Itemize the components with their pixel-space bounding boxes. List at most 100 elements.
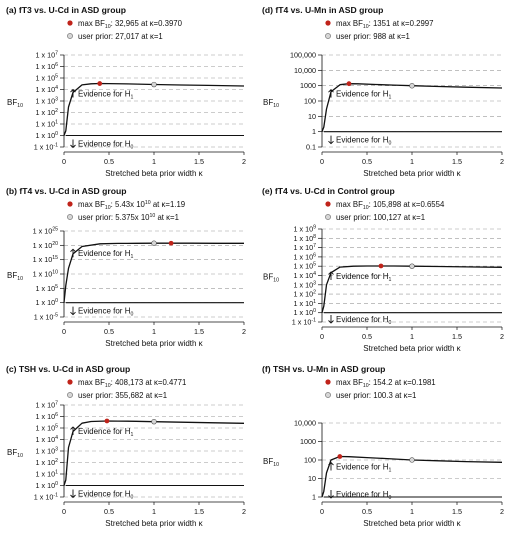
y-tick-label: 1 (312, 493, 316, 502)
x-tick-label: 2 (500, 507, 504, 516)
user-prior-point (151, 81, 157, 88)
x-tick-label: 2 (242, 157, 246, 166)
panel-c: (c) TSH vs. U-Cd in ASD group max BF10: 4… (6, 364, 246, 528)
legend-max-label: max BF10: 1351 at κ=0.2997 (336, 19, 433, 30)
panel-f: (f) TSH vs. U-Mn in ASD group max BF10: 1… (262, 364, 504, 528)
y-tick-label: 1 x 105 (294, 262, 317, 271)
user-prior-point (409, 263, 415, 269)
x-tick-label: 1 (410, 332, 414, 341)
legend-max-marker (67, 379, 73, 385)
y-tick-label: 1 x 104 (36, 85, 59, 94)
evidence-h0-label: Evidence for H0 (78, 490, 133, 501)
legend-user-label: user prior: 100.3 at κ=1 (336, 391, 416, 400)
y-tick-label: 1 x 101 (36, 120, 59, 129)
y-tick-label: 1 x 103 (36, 447, 59, 456)
x-tick-label: 1 (152, 327, 156, 336)
panel-b: (b) fT4 vs. U-Cd in ASD group max BF10: 5… (6, 186, 246, 348)
y-axis-label: BF10 (263, 457, 279, 468)
y-tick-label: 1 x 1015 (33, 255, 58, 264)
max-bf-point (378, 263, 384, 269)
max-bf-point (104, 418, 110, 424)
evidence-h0-label: Evidence for H0 (78, 140, 133, 151)
max-bf-point (168, 240, 174, 246)
x-tick-label: 1.5 (452, 332, 462, 341)
bf-curve (321, 83, 503, 132)
legend-max-label: max BF10: 105,898 at κ=0.6554 (336, 200, 445, 211)
panel-title: (c) TSH vs. U-Cd in ASD group (6, 364, 130, 374)
max-bf-point (97, 81, 103, 86)
x-axis-label: Stretched beta prior width κ (105, 519, 203, 528)
x-tick-label: 1.5 (452, 507, 462, 516)
user-prior-point (409, 457, 415, 463)
evidence-h0-label: Evidence for H0 (78, 307, 133, 318)
arrow-down-icon (328, 135, 334, 145)
y-tick-label: 1 x 102 (294, 290, 317, 299)
y-tick-label: 0.1 (306, 143, 316, 152)
y-tick-label: 1 x 105 (36, 74, 59, 83)
x-tick-label: 2 (242, 327, 246, 336)
evidence-h1-label: Evidence for H1 (78, 427, 133, 438)
y-tick-label: 1 x 1010 (33, 270, 58, 279)
x-tick-label: 0.5 (104, 327, 114, 336)
legend-max-marker (67, 20, 73, 26)
x-tick-label: 1 (410, 157, 414, 166)
x-axis-label: Stretched beta prior width κ (105, 339, 203, 348)
y-tick-label: 1 x 104 (36, 435, 59, 444)
max-bf-point (337, 454, 343, 459)
panel-title: (f) TSH vs. U-Mn in ASD group (262, 364, 385, 374)
x-tick-label: 2 (500, 332, 504, 341)
panel-a: (a) fT3 vs. U-Cd in ASD group max BF10: 3… (6, 5, 246, 178)
panel-title: (d) fT4 vs. U-Mn in ASD group (262, 5, 383, 15)
legend-max-marker (67, 201, 73, 207)
y-tick-label: 100 (304, 97, 316, 106)
y-tick-label: 1 x 102 (36, 108, 59, 117)
arrow-down-icon (70, 139, 76, 149)
y-tick-label: 1 x 103 (36, 97, 59, 106)
arrow-down-icon (328, 315, 334, 324)
max-bf-point (346, 81, 352, 87)
y-tick-label: 1 x 100 (294, 308, 317, 317)
x-tick-label: 0.5 (362, 157, 372, 166)
legend-user-label: user prior: 988 at κ=1 (336, 32, 410, 41)
y-axis-label: BF10 (263, 273, 279, 284)
arrow-down-icon (70, 489, 76, 499)
x-axis-label: Stretched beta prior width κ (363, 519, 461, 528)
y-tick-label: 10,000 (294, 66, 316, 75)
y-tick-label: 1000 (300, 437, 316, 446)
y-tick-label: 1 x 106 (36, 62, 59, 71)
y-tick-label: 1 x 106 (294, 252, 317, 261)
x-tick-label: 0.5 (362, 507, 372, 516)
x-tick-label: 1 (410, 507, 414, 516)
evidence-h1-label: Evidence for H1 (336, 90, 391, 101)
x-axis-label: Stretched beta prior width κ (363, 169, 461, 178)
legend-max-marker (325, 20, 331, 26)
y-tick-label: 1 x 100 (36, 131, 59, 140)
y-tick-label: 100 (304, 456, 316, 465)
panel-title: (a) fT3 vs. U-Cd in ASD group (6, 5, 126, 15)
y-tick-label: 1 x 105 (36, 424, 59, 433)
y-tick-label: 1 x 100 (36, 481, 59, 490)
x-tick-label: 0 (320, 332, 324, 341)
x-axis-label: Stretched beta prior width κ (363, 344, 461, 353)
y-tick-label: 1 (312, 127, 316, 136)
panel-e: (e) fT4 vs. U-Cd in Control group max BF1… (262, 186, 504, 353)
x-tick-label: 2 (500, 157, 504, 166)
y-tick-label: 1 x 100 (36, 298, 59, 307)
y-tick-label: 1 x 103 (294, 280, 317, 289)
arrow-down-icon (328, 490, 334, 499)
y-tick-label: 10,000 (294, 419, 316, 428)
bf-curve (321, 455, 503, 498)
bf-curve (321, 265, 503, 313)
x-tick-label: 1.5 (194, 507, 204, 516)
y-tick-label: 1 x 109 (294, 225, 317, 234)
legend-user-label: user prior: 27,017 at κ=1 (78, 32, 163, 41)
x-tick-label: 1 (152, 157, 156, 166)
y-tick-label: 1 x 106 (36, 412, 59, 421)
y-tick-label: 1 x 102 (36, 458, 59, 467)
arrow-down-icon (70, 306, 76, 316)
user-prior-point (409, 83, 415, 89)
x-tick-label: 0.5 (104, 157, 114, 166)
y-tick-label: 1 x 108 (294, 234, 317, 243)
